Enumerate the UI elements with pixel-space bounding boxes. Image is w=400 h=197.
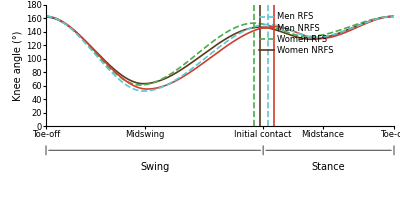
- Legend: Men RFS, Men NRFS, Women RFS, Women NRFS: Men RFS, Men NRFS, Women RFS, Women NRFS: [256, 9, 337, 58]
- Y-axis label: Knee angle (°): Knee angle (°): [13, 30, 23, 101]
- Text: Stance: Stance: [312, 162, 345, 172]
- Text: Swing: Swing: [140, 162, 169, 172]
